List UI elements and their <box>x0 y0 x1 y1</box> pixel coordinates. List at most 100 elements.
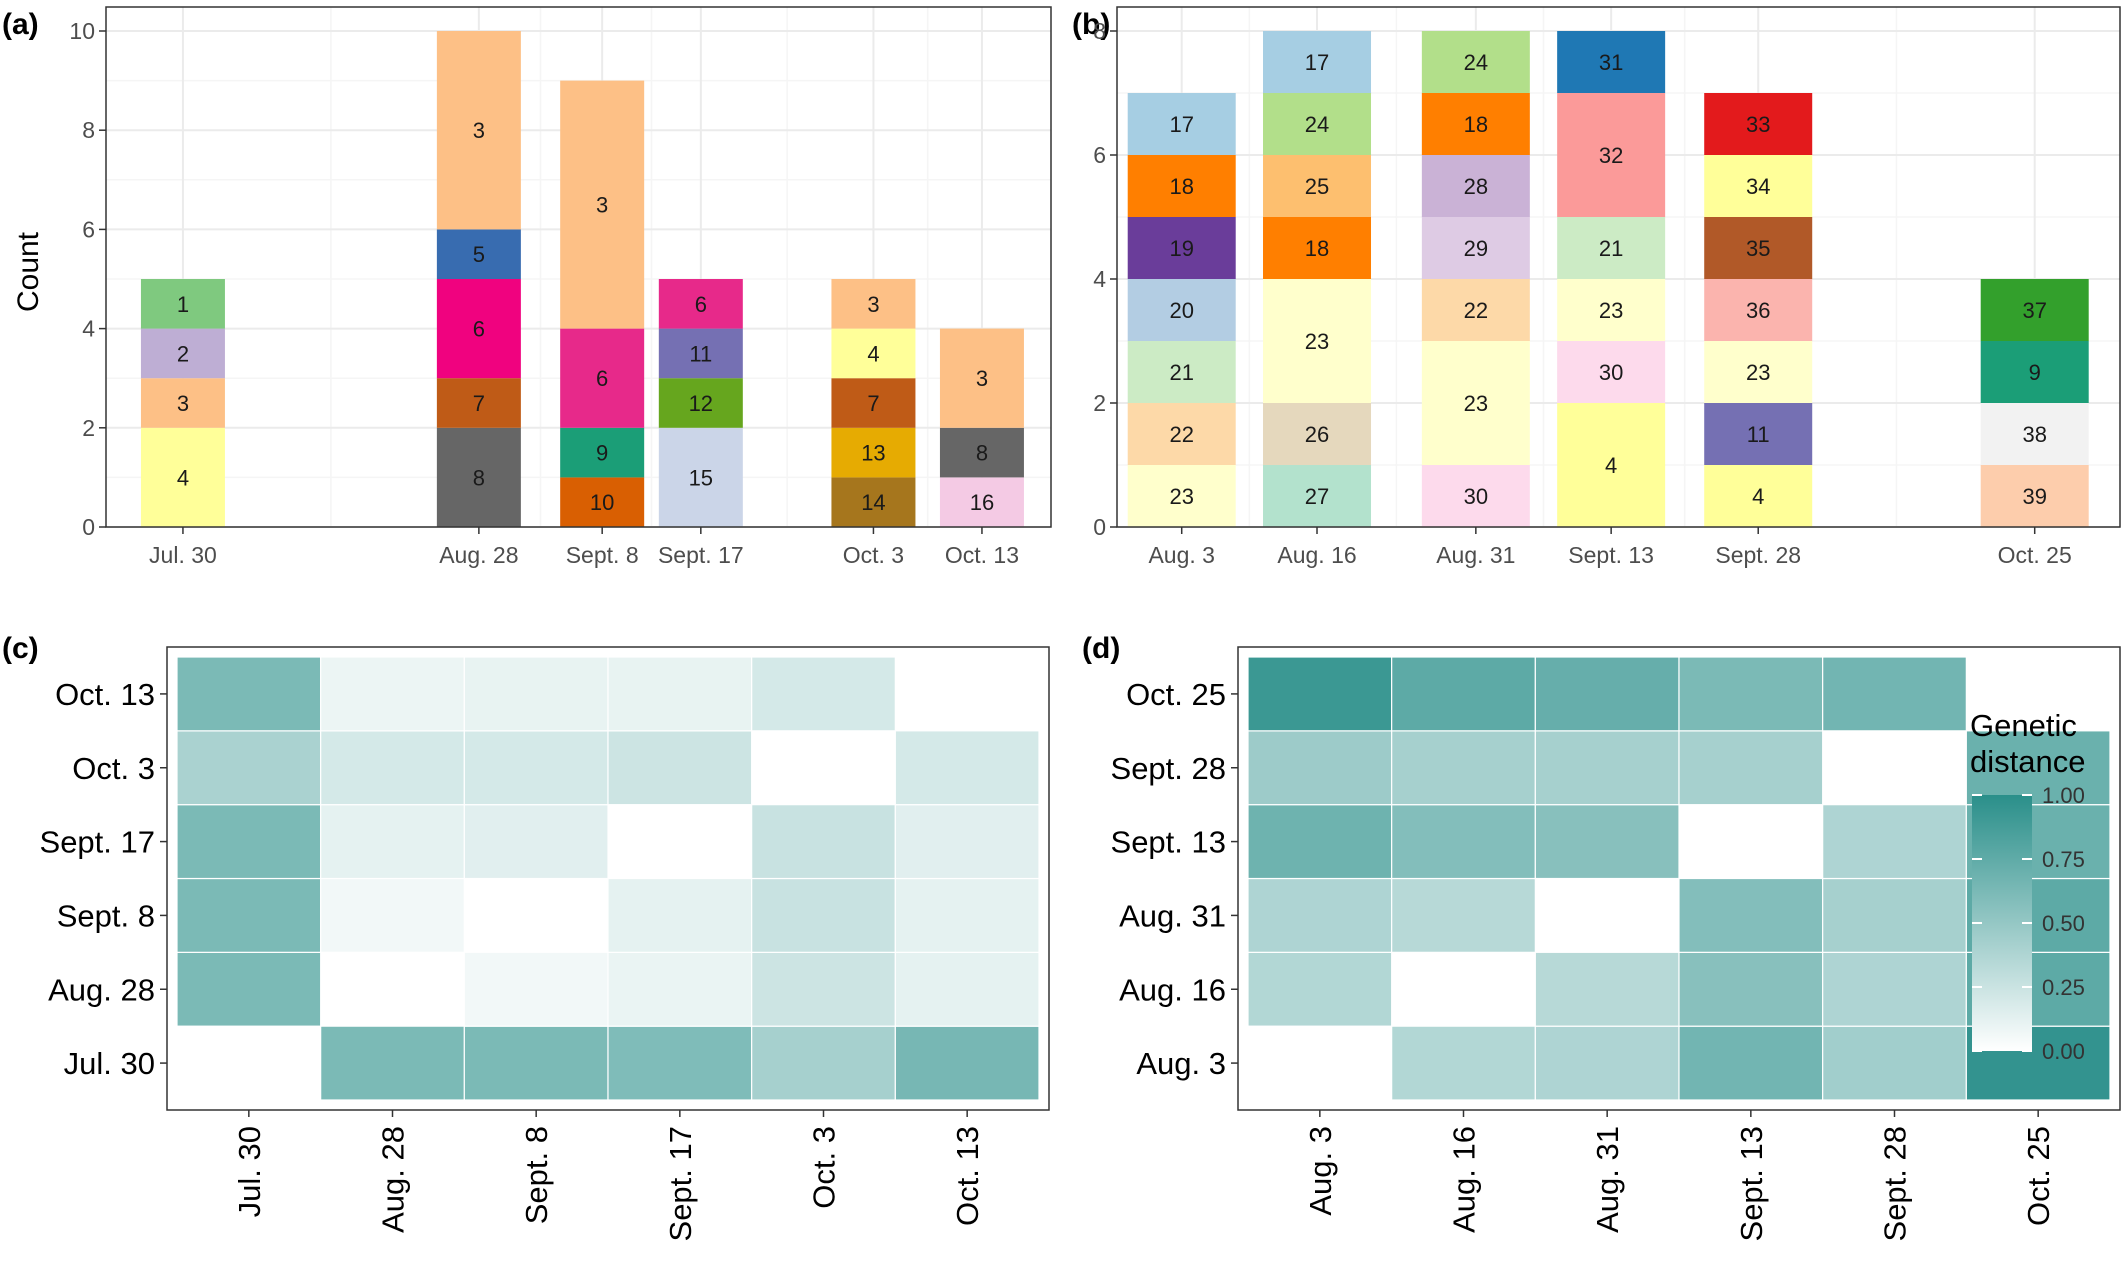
panel-d-heat-cell <box>1247 951 1393 1027</box>
panel-b-bar-segment-22 <box>1421 279 1530 341</box>
panel-d-panel-border <box>1237 646 2121 1111</box>
panel-b-bar-segment-19 <box>1127 217 1236 279</box>
panel-a-ytick-label: 10 <box>69 18 95 44</box>
panel-a-bar-segment-12 <box>658 378 743 428</box>
panel-d-heat-cell <box>1822 951 1967 1027</box>
panel-b-bar-label: 24 <box>1305 112 1329 137</box>
panel-c-heat-cell <box>607 877 753 953</box>
panel-a-bar-label: 3 <box>596 193 608 218</box>
legend-tick-label: 0.75 <box>2042 847 2085 872</box>
panel-b-bar-segment-24 <box>1263 93 1372 155</box>
panel-a-bar-label: 1 <box>177 292 189 317</box>
panel-b-panel-border <box>1116 6 2121 528</box>
panel-d-heat-cell <box>1247 877 1393 953</box>
panel-b-xtick-label: Aug. 3 <box>1148 542 1215 568</box>
panel-b-xtick-label: Aug. 31 <box>1436 542 1515 568</box>
panel-c-heat-cell <box>751 804 896 880</box>
panel-d-heat-cell <box>1391 804 1536 880</box>
legend-tick-label: 1.00 <box>2042 783 2085 808</box>
panel-b-bar-label: 35 <box>1746 236 1770 261</box>
panel-a-bar-label: 7 <box>473 391 485 416</box>
panel-b-bar-label: 28 <box>1464 174 1488 199</box>
panel-a-bar-segment-7 <box>436 378 521 428</box>
panel-c-ytick-label: Jul. 30 <box>64 1046 155 1081</box>
panel-c-heat-cell <box>463 656 609 732</box>
panel-c-heat-cell <box>607 1025 753 1101</box>
panel-a-bar-label: 3 <box>867 292 879 317</box>
panel-c-heat-cell <box>176 804 322 880</box>
panel-d-xtick-label: Aug. 3 <box>1303 1126 1338 1216</box>
panel-a-bar-segment-13 <box>831 427 916 478</box>
panel-b-xtick-label: Sept. 28 <box>1715 542 1801 568</box>
panel-c-heat-cell <box>463 951 609 1027</box>
panel-label-c: (c) <box>2 632 39 665</box>
panel-b-bar-segment-31 <box>1557 31 1666 93</box>
panel-c-heat-cell <box>607 951 753 1027</box>
panel-a-bar-segment-6 <box>658 279 743 329</box>
panel-b-bar-label: 18 <box>1305 236 1329 261</box>
panel-d-heat-cell <box>1534 1025 1680 1101</box>
panel-b-bar-label: 23 <box>1746 360 1770 385</box>
panel-d-xtick-label: Sept. 13 <box>1734 1126 1769 1241</box>
panel-d-heat-cell <box>1678 1025 1824 1101</box>
panel-a-bar-label: 6 <box>596 366 608 391</box>
panel-b-bar-segment-30 <box>1421 465 1530 527</box>
panel-c-heat-cell <box>894 804 1040 880</box>
panel-a-bar-label: 6 <box>695 292 707 317</box>
panel-b-bar-label: 25 <box>1305 174 1329 199</box>
panel-d-heat-cell <box>1391 877 1536 953</box>
panel-d-heat-cell <box>1822 1025 1967 1101</box>
panel-d-heat-cell <box>1534 804 1680 880</box>
panel-c-heat-cell <box>894 1025 1040 1101</box>
panel-a-bar-label: 12 <box>689 391 713 416</box>
panel-b-bar-label: 9 <box>2029 360 2041 385</box>
panel-a-bar-label: 14 <box>861 490 885 515</box>
panel-b-bar-segment-18 <box>1263 217 1372 279</box>
panel-b-bar-label: 23 <box>1599 298 1623 323</box>
panel-b-bar-label: 21 <box>1169 360 1193 385</box>
panel-b-bar-segment-39 <box>1980 465 2089 527</box>
panel-a-bar-segment-3 <box>831 279 916 329</box>
panel-b-bar-label: 19 <box>1169 236 1193 261</box>
panel-d-heat-cell <box>1534 656 1680 732</box>
panel-a-ytick-label: 4 <box>82 316 95 342</box>
panel-a-bar-segment-4 <box>140 427 225 527</box>
panel-label-a: (a) <box>2 8 39 41</box>
panel-b-bar-segment-17 <box>1127 93 1236 155</box>
panel-b-bar-label: 22 <box>1169 422 1193 447</box>
panel-b-bar-label: 26 <box>1305 422 1329 447</box>
panel-a-bar-label: 6 <box>473 317 485 342</box>
panel-b-bar-label: 17 <box>1169 112 1193 137</box>
panel-d-ytick-label: Aug. 3 <box>1136 1046 1226 1081</box>
panel-c-ytick-label: Sept. 17 <box>40 825 155 860</box>
panel-a-bar-label: 8 <box>473 465 485 490</box>
panel-c-panel-border <box>166 646 1050 1111</box>
panel-a-bar-segment-6 <box>560 328 645 428</box>
panel-a-bar-segment-4 <box>831 328 916 379</box>
panel-a-xtick-label: Sept. 17 <box>658 542 744 568</box>
panel-d-ytick-label: Sept. 28 <box>1111 751 1226 786</box>
panel-c-heat-cell <box>751 951 896 1027</box>
panel-c-heat-cell <box>463 804 609 880</box>
panel-b-bar-segment-35 <box>1704 217 1813 279</box>
panel-b-stacked-bar-chart: 2322212019181727262318252417302322292818… <box>1093 6 2121 568</box>
panel-a-bar-label: 2 <box>177 341 189 366</box>
panel-c-xtick-label: Sept. 17 <box>663 1126 698 1241</box>
panel-d-heat-cell <box>1678 730 1824 806</box>
panel-label-d: (d) <box>1082 632 1120 665</box>
panel-b-bar-label: 17 <box>1305 50 1329 75</box>
panel-a-bar-segment-8 <box>939 427 1024 478</box>
panel-d-xtick-label: Oct. 25 <box>2021 1126 2056 1226</box>
panel-d-ytick-label: Aug. 16 <box>1119 972 1226 1007</box>
panel-a-bar-label: 3 <box>976 366 988 391</box>
panel-a-bar-segment-14 <box>831 477 916 527</box>
panel-a-bar-segment-11 <box>658 328 743 379</box>
panel-b-bar-segment-38 <box>1980 403 2089 465</box>
panel-d-heat-cell <box>1822 804 1967 880</box>
panel-a-xtick-label: Oct. 3 <box>843 542 904 568</box>
panel-b-bar-label: 39 <box>2022 484 2046 509</box>
panel-b-ytick-label: 2 <box>1093 390 1106 416</box>
panel-b-bar-segment-22 <box>1127 403 1236 465</box>
